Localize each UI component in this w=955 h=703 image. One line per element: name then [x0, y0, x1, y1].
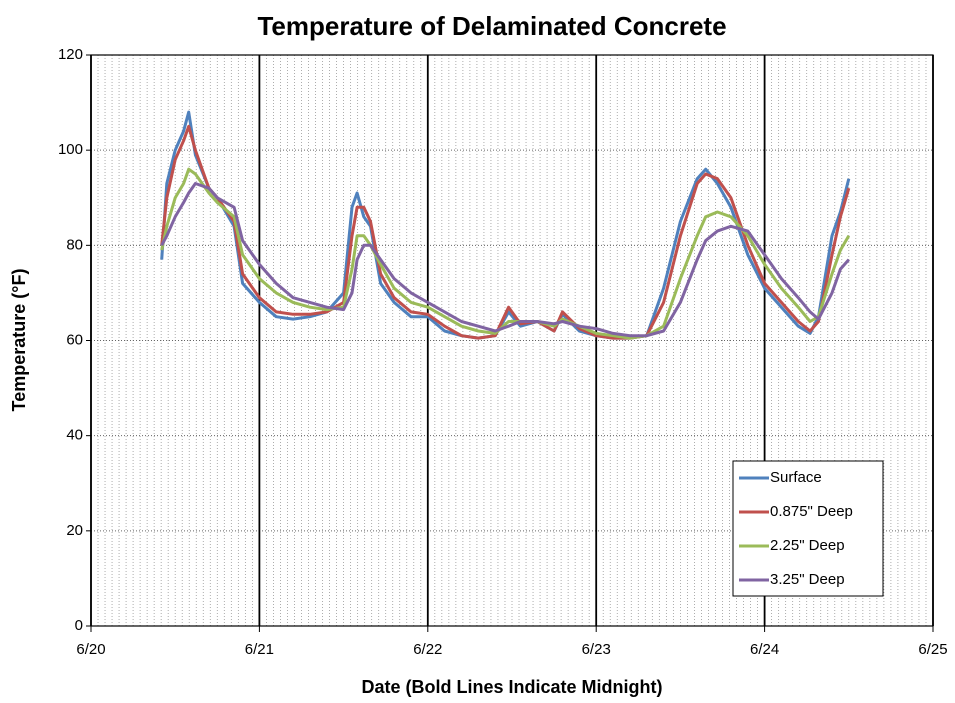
y-tick-label: 120 [58, 46, 83, 63]
x-tick-label: 6/20 [76, 641, 105, 658]
series-line [160, 167, 851, 340]
x-tick-label: 6/24 [750, 641, 779, 658]
series-line [160, 182, 850, 338]
y-tick-label: 60 [66, 331, 83, 348]
y-tick-label: 100 [58, 141, 83, 158]
y-tick-label: 20 [66, 522, 83, 539]
legend-label: Surface [770, 469, 822, 486]
plot-border [90, 54, 934, 627]
x-tick-label: 6/23 [582, 641, 611, 658]
y-tick-label: 80 [66, 236, 83, 253]
y-tick-label: 40 [66, 427, 83, 444]
chart-title: Temperature of Delaminated Concrete [257, 11, 726, 41]
legend-label: 3.25" Deep [770, 571, 845, 588]
x-tick-label: 6/22 [413, 641, 442, 658]
y-tick-label: 0 [75, 617, 83, 634]
legend-label: 0.875" Deep [770, 503, 853, 520]
series-line [160, 124, 851, 340]
x-tick-label: 6/21 [245, 641, 274, 658]
x-tick-label: 6/25 [918, 641, 947, 658]
legend-box [732, 460, 884, 597]
x-axis-label: Date (Bold Lines Indicate Midnight) [362, 677, 663, 697]
legend-label: 2.25" Deep [770, 537, 845, 554]
y-axis-label: Temperature (°F) [9, 269, 29, 412]
